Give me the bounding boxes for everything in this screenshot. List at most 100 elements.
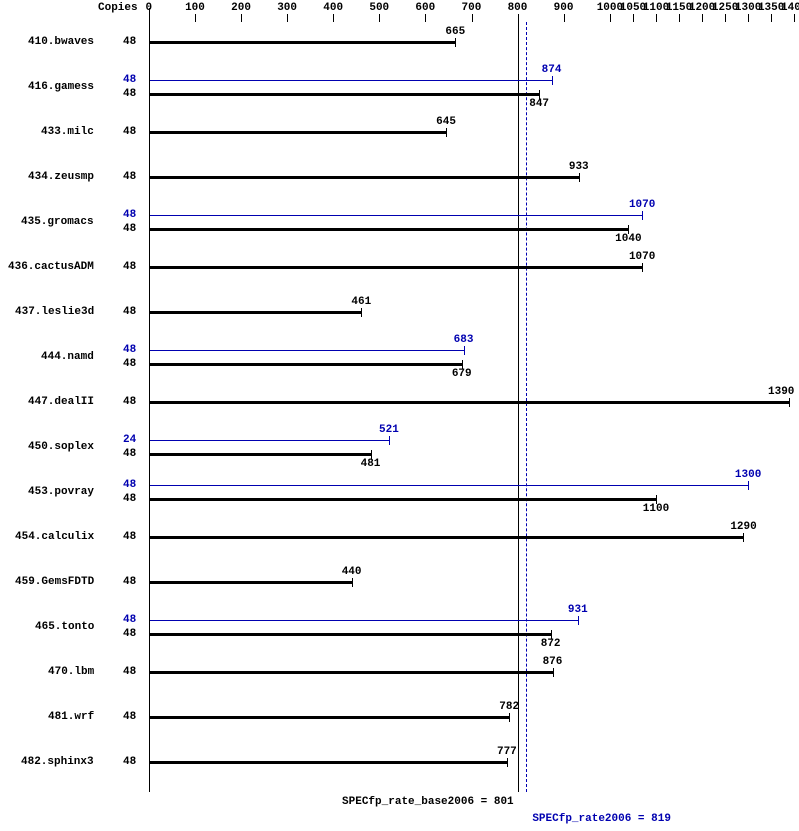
axis-tick <box>564 14 565 22</box>
bar-base <box>150 93 539 96</box>
bar-cap-base <box>743 533 744 542</box>
ref-label-base: SPECfp_rate_base2006 = 801 <box>342 796 514 808</box>
copies-base: 48 <box>123 36 136 48</box>
benchmark-name: 436.cactusADM <box>8 261 94 273</box>
axis-tick <box>241 14 242 22</box>
bar-cap-base <box>455 38 456 47</box>
axis-tick <box>610 14 611 22</box>
axis-tick-label: 900 <box>554 2 574 14</box>
value-label-base: 481 <box>361 458 381 470</box>
benchmark-name: 437.leslie3d <box>15 306 94 318</box>
copies-base: 48 <box>123 448 136 460</box>
benchmark-name: 450.soplex <box>28 441 94 453</box>
bar-cap-peak <box>552 76 553 85</box>
ref-label-peak: SPECfp_rate2006 = 819 <box>532 813 671 825</box>
copies-base: 48 <box>123 493 136 505</box>
bar-base <box>150 498 656 501</box>
value-label-peak: 1300 <box>735 469 761 481</box>
bar-cap-base <box>579 173 580 182</box>
bar-peak <box>150 485 748 486</box>
ref-line-base <box>518 22 519 792</box>
bar-base <box>150 761 507 764</box>
bar-cap-base <box>642 263 643 272</box>
axis-tick-label: 500 <box>369 2 389 14</box>
axis-tick-label: 1400 <box>781 2 799 14</box>
benchmark-name: 433.milc <box>41 126 94 138</box>
axis-tick <box>702 14 703 22</box>
benchmark-name: 470.lbm <box>48 666 94 678</box>
bar-base <box>150 266 642 269</box>
benchmark-name: 410.bwaves <box>28 36 94 48</box>
bar-base <box>150 716 509 719</box>
value-label-base: 1390 <box>768 386 794 398</box>
axis-tick <box>472 14 473 22</box>
axis-tick <box>656 14 657 22</box>
benchmark-name: 465.tonto <box>35 621 94 633</box>
bar-cap-peak <box>578 616 579 625</box>
copies-base: 48 <box>123 358 136 370</box>
value-label-base: 933 <box>569 161 589 173</box>
axis-tick-label: 600 <box>415 2 435 14</box>
axis-tick <box>725 14 726 22</box>
copies-base: 48 <box>123 126 136 138</box>
axis-tick <box>794 14 795 22</box>
bar-cap-base <box>789 398 790 407</box>
copies-base: 48 <box>123 88 136 100</box>
value-label-base: 679 <box>452 368 472 380</box>
axis-label-copies: Copies <box>98 2 138 14</box>
bar-base <box>150 228 628 231</box>
value-label-base: 876 <box>543 656 563 668</box>
copies-peak: 48 <box>123 74 136 86</box>
axis-tick-label: 700 <box>462 2 482 14</box>
benchmark-name: 459.GemsFDTD <box>15 576 94 588</box>
copies-peak: 48 <box>123 479 136 491</box>
bar-base <box>150 453 371 456</box>
axis-tick <box>287 14 288 22</box>
value-label-base: 1070 <box>629 251 655 263</box>
value-label-peak: 931 <box>568 604 588 616</box>
value-label-peak: 683 <box>454 334 474 346</box>
value-label-base: 645 <box>436 116 456 128</box>
bar-peak <box>150 215 642 216</box>
bar-base <box>150 401 789 404</box>
copies-base: 48 <box>123 223 136 235</box>
bar-base <box>150 581 352 584</box>
axis-tick <box>748 14 749 22</box>
value-label-peak: 521 <box>379 424 399 436</box>
axis-tick <box>149 14 150 22</box>
benchmark-name: 482.sphinx3 <box>21 756 94 768</box>
bar-cap-peak <box>389 436 390 445</box>
bar-cap-base <box>361 308 362 317</box>
bar-cap-peak <box>748 481 749 490</box>
copies-base: 48 <box>123 628 136 640</box>
axis-tick <box>679 14 680 22</box>
value-label-base: 777 <box>497 746 517 758</box>
bar-base <box>150 671 553 674</box>
specfp-rate-chart: Copies0100200300400500600700800900100010… <box>0 0 799 831</box>
bar-cap-base <box>509 713 510 722</box>
bar-peak <box>150 350 464 351</box>
bar-base <box>150 176 579 179</box>
value-label-base: 440 <box>342 566 362 578</box>
benchmark-name: 481.wrf <box>48 711 94 723</box>
bar-cap-base <box>446 128 447 137</box>
bar-peak <box>150 440 389 441</box>
benchmark-name: 444.namd <box>41 351 94 363</box>
axis-tick <box>425 14 426 22</box>
bar-base <box>150 311 361 314</box>
copies-peak: 24 <box>123 434 136 446</box>
bar-base <box>150 363 462 366</box>
copies-base: 48 <box>123 576 136 588</box>
copies-base: 48 <box>123 756 136 768</box>
axis-tick-label: 400 <box>323 2 343 14</box>
bar-cap-peak <box>464 346 465 355</box>
axis-tick-label: 0 <box>146 2 153 14</box>
copies-peak: 48 <box>123 614 136 626</box>
copies-base: 48 <box>123 261 136 273</box>
axis-tick-label: 800 <box>508 2 528 14</box>
value-label-base: 1040 <box>615 233 641 245</box>
value-label-peak: 1070 <box>629 199 655 211</box>
copies-peak: 48 <box>123 209 136 221</box>
copies-peak: 48 <box>123 344 136 356</box>
value-label-base: 1100 <box>643 503 669 515</box>
